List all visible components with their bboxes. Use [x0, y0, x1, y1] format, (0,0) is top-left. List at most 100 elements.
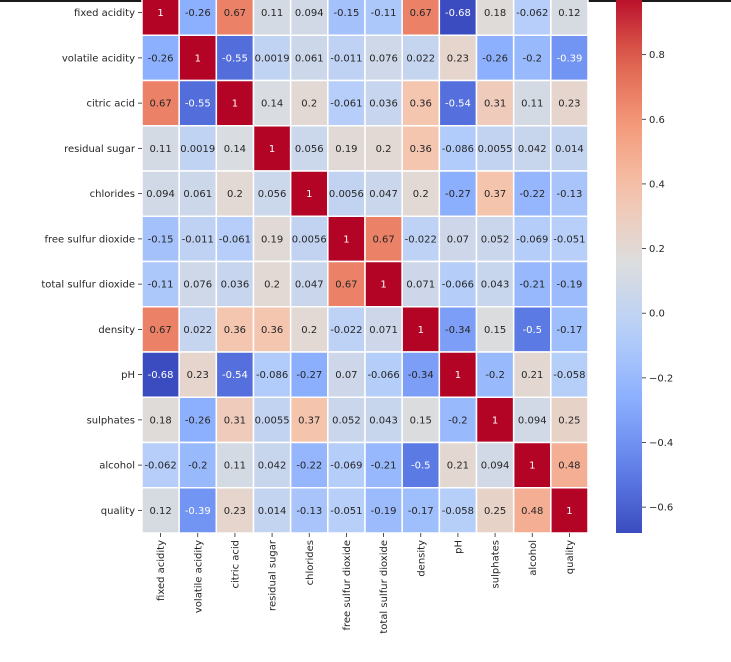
cell-annotation: 0.094 [295, 8, 324, 19]
heatmap-cell [141, 351, 180, 398]
cell-annotation: 0.0019 [255, 53, 290, 64]
heatmap-cell [438, 215, 478, 263]
y-tick-label: sulphates [87, 415, 135, 426]
cell-annotation: 0.056 [295, 144, 324, 155]
heatmap-cell [438, 170, 478, 217]
cell-annotation: -0.68 [148, 370, 174, 381]
heatmap-cell [327, 34, 366, 82]
cell-annotation: 0.67 [372, 234, 394, 245]
cell-annotation: -0.051 [330, 506, 362, 517]
x-tick-label: free sulfur dioxide [342, 540, 353, 631]
cell-annotation: 0.48 [558, 461, 580, 472]
cell-annotation: 0.014 [258, 506, 287, 517]
cell-annotation: -0.058 [442, 506, 474, 517]
cell-annotation: 0.36 [224, 325, 246, 336]
x-tick-label: density [416, 540, 427, 577]
cell-annotation: 1 [529, 461, 535, 472]
y-tick-label: alcohol [99, 461, 135, 472]
cell-annotation: 0.19 [261, 234, 283, 245]
heatmap-cell [550, 351, 589, 398]
heatmap-cell [438, 260, 478, 308]
cell-annotation: 0.047 [369, 189, 398, 200]
heatmap-cell [252, 351, 292, 398]
cell-annotation: -0.27 [445, 189, 471, 200]
y-tick-label: fixed acidity [74, 8, 135, 19]
heatmap-cell [215, 260, 255, 308]
cell-annotation: 0.2 [264, 280, 280, 291]
x-tick-label: fixed acidity [156, 540, 167, 601]
cell-annotation: 0.21 [521, 370, 543, 381]
cell-annotation: 0.37 [298, 415, 320, 426]
cell-annotation: 1 [157, 8, 163, 19]
cell-annotation: 1 [418, 325, 424, 336]
heatmap-cell [289, 215, 329, 263]
heatmap-cell [178, 0, 218, 36]
x-tick-label: citric acid [230, 540, 241, 589]
heatmap-cell [215, 170, 255, 217]
cell-annotation: 0.056 [258, 189, 287, 200]
cell-annotation: 0.15 [484, 325, 506, 336]
cell-annotation: -0.13 [556, 189, 582, 200]
heatmap-cell [178, 487, 218, 534]
cell-annotation: -0.22 [296, 461, 322, 472]
cell-annotation: 0.25 [484, 506, 506, 517]
x-tick-label: quality [565, 540, 576, 574]
cell-annotation: -0.11 [371, 8, 397, 19]
cell-annotation: 0.12 [149, 506, 171, 517]
y-tick-label: chlorides [90, 189, 135, 200]
cell-annotation: 0.11 [224, 461, 246, 472]
cell-annotation: 0.036 [221, 280, 250, 291]
heatmap-cell [550, 260, 589, 308]
cell-annotation: 0.11 [149, 144, 171, 155]
cell-annotation: -0.2 [188, 461, 208, 472]
cell-annotation: -0.066 [367, 370, 399, 381]
cell-annotation: -0.5 [411, 461, 431, 472]
x-tick-labels: fixed acidity volatile acidity citric acid… [156, 533, 576, 634]
y-tick-labels: fixed acidity volatile acidity citric acid… [41, 8, 142, 517]
cell-annotation: -0.011 [182, 234, 214, 245]
heatmap-cell [178, 215, 218, 263]
colorbar-tick-label: 0.2 [649, 244, 665, 255]
heatmap-cell [475, 260, 515, 308]
cell-annotation: 0.23 [224, 506, 246, 517]
cell-annotation: -0.13 [296, 506, 322, 517]
heatmap-cell [289, 351, 329, 398]
heatmap-cell [289, 487, 329, 534]
cell-annotation: -0.34 [445, 325, 471, 336]
cell-annotation: 0.036 [369, 99, 398, 110]
cell-annotation: 0.07 [447, 234, 469, 245]
cell-annotation: 0.022 [183, 325, 212, 336]
heatmap-cell [327, 79, 366, 127]
cell-annotation: -0.39 [556, 53, 582, 64]
cell-annotation: -0.061 [219, 234, 251, 245]
cell-annotation: 1 [232, 99, 238, 110]
heatmap-cell [401, 170, 441, 217]
heatmap-cell [289, 260, 329, 308]
y-tick-label: quality [101, 506, 135, 517]
heatmap-cell [364, 0, 403, 36]
heatmap-cell [141, 34, 180, 82]
cell-annotation: -0.26 [482, 53, 508, 64]
colorbar-tick-label: −0.6 [649, 503, 673, 514]
cell-annotation: 0.23 [558, 99, 580, 110]
heatmap-cell [289, 396, 329, 444]
cell-annotation: -0.21 [519, 280, 545, 291]
cell-annotation: 0.23 [447, 53, 469, 64]
heatmap-cell [141, 306, 180, 353]
heatmap-cell [364, 170, 403, 217]
cell-annotation: -0.058 [553, 370, 585, 381]
heatmap-cell [475, 0, 515, 36]
cell-annotation: -0.022 [330, 325, 362, 336]
cell-annotation: 0.094 [481, 461, 510, 472]
cell-annotation: 1 [343, 234, 349, 245]
cell-annotation: 0.2 [301, 99, 317, 110]
cell-annotation: 0.047 [295, 280, 324, 291]
cell-annotation: 0.043 [369, 415, 398, 426]
cell-annotation: 0.0056 [329, 189, 364, 200]
cell-annotation: 0.071 [369, 325, 398, 336]
x-tick-label: pH [453, 540, 464, 554]
y-tick-label: density [98, 325, 135, 336]
cell-annotation: -0.2 [485, 370, 505, 381]
heatmap-cell [289, 34, 329, 82]
